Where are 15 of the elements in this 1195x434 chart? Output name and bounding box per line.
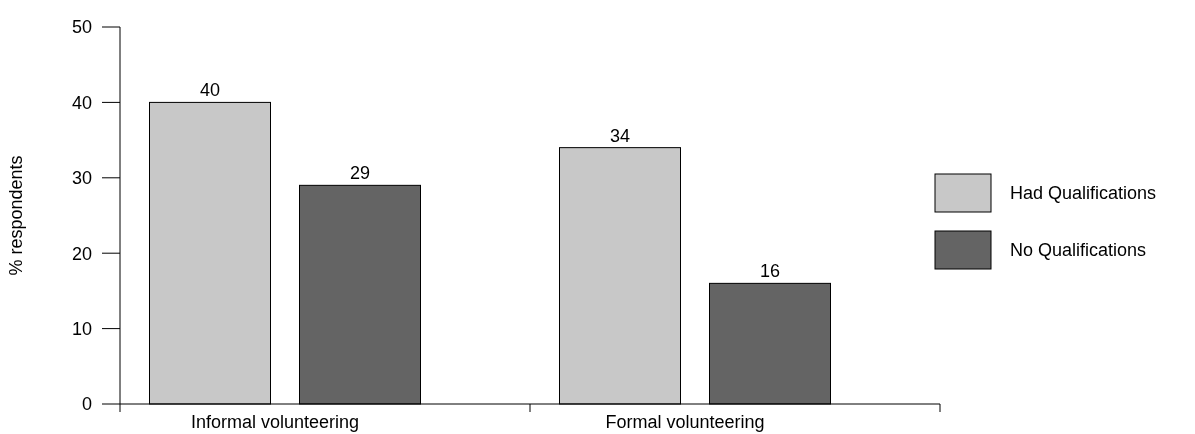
legend-label: No Qualifications [1010,240,1147,261]
y-axis-title: % respondents [6,155,26,276]
x-tick-label: Informal volunteering [190,412,360,432]
data-label: 34 [609,125,631,146]
y-tick-label: 0 [81,394,92,415]
y-tick-label: 10 [71,318,92,339]
y-tick-label: 30 [71,168,92,189]
data-label: 29 [349,163,371,184]
y-tick-label: 20 [71,243,92,264]
y-tick-label: 50 [71,17,92,38]
x-tick-label: Formal volunteering [605,412,765,432]
data-label: 16 [759,261,781,282]
legend-label: Had Qualifications [1010,183,1157,204]
y-tick-label: 40 [71,92,92,113]
data-label: 40 [199,80,221,101]
